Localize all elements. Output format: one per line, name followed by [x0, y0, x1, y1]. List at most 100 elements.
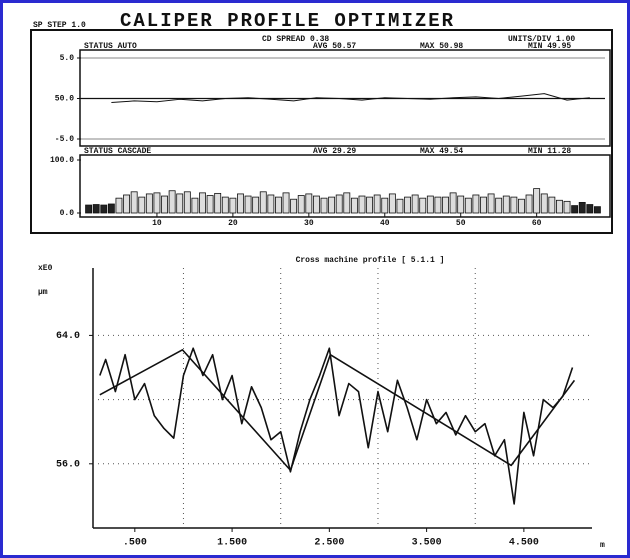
x-tick-label: .500: [123, 538, 147, 549]
annotation: MAX 50.98: [420, 42, 463, 51]
x-tick-label: 10: [152, 219, 162, 228]
annotation: STATUS CASCADE: [84, 147, 151, 156]
y-tick-label: 0.0: [60, 209, 75, 218]
bar: [335, 194, 343, 214]
bar: [138, 196, 146, 214]
x-tick-label: 60: [532, 219, 542, 228]
annotation: MAX 49.54: [420, 147, 463, 156]
bar: [343, 192, 351, 214]
bar: [396, 198, 404, 214]
bar: [176, 193, 184, 214]
annotation: MIN 49.95: [528, 42, 571, 51]
x-tick-label: 40: [380, 219, 390, 228]
annotation: MIN 11.28: [528, 147, 571, 156]
y-tick-label: 64.0: [56, 331, 80, 342]
bar: [411, 194, 419, 214]
bar: [267, 194, 275, 214]
bar: [518, 198, 525, 214]
bar: [85, 204, 93, 214]
bar: [586, 204, 594, 214]
bar: [92, 204, 100, 214]
bar: [244, 195, 252, 214]
bar: [168, 190, 176, 214]
y-axis-unit: xE0: [38, 264, 53, 273]
bar: [548, 196, 556, 214]
bar: [533, 188, 541, 214]
annotation: STATUS AUTO: [84, 42, 137, 51]
bar: [297, 195, 305, 214]
bar: [419, 197, 427, 214]
bar: [571, 205, 579, 214]
annotation: CD SPREAD 0.38: [262, 35, 329, 44]
annotation: UNITS/DIV 1.00: [508, 35, 575, 44]
bar: [502, 195, 510, 214]
bar: [563, 200, 571, 214]
bar: [282, 192, 290, 214]
bar: [434, 196, 442, 214]
bar: [366, 196, 374, 214]
bar: [404, 196, 411, 214]
bar: [487, 193, 495, 214]
bar: [237, 193, 244, 214]
bar: [525, 194, 533, 214]
cascade-plot-frame: [79, 154, 611, 218]
bar: [555, 199, 563, 214]
bar: [510, 196, 518, 214]
y-axis-label: μm: [38, 288, 48, 297]
bar: [229, 197, 237, 214]
x-tick-label: 3.500: [412, 538, 442, 549]
bar: [206, 195, 214, 214]
bar: [358, 195, 366, 214]
y-tick-label: 50.0: [55, 95, 74, 104]
bar: [115, 197, 123, 214]
step-label: SP STEP 1.0: [33, 21, 86, 30]
bar: [161, 195, 168, 214]
bar: [328, 196, 336, 214]
x-tick-label: 20: [228, 219, 238, 228]
x-tick-label: 50: [456, 219, 466, 228]
bar: [495, 197, 503, 214]
bar: [593, 206, 601, 214]
bar: [442, 196, 449, 214]
bar: [480, 196, 487, 214]
bar: [381, 197, 389, 214]
bar: [130, 191, 138, 214]
annotation: AVG 29.29: [313, 147, 356, 156]
y-tick-label: 5.0: [60, 54, 75, 63]
bar: [305, 193, 313, 214]
bar: [221, 196, 229, 214]
app-title: CALIPER PROFILE OPTIMIZER: [120, 10, 455, 32]
bar: [472, 194, 480, 214]
bar: [199, 192, 206, 214]
x-tick-label: 30: [304, 219, 314, 228]
bar: [426, 195, 434, 214]
bar: [145, 193, 153, 214]
line-series: [99, 347, 574, 505]
bar: [578, 201, 586, 214]
bar: [100, 204, 108, 214]
bar: [107, 203, 115, 214]
y-tick-label: 56.0: [56, 459, 80, 470]
bar: [373, 194, 381, 214]
bar: [252, 196, 260, 214]
bar: [312, 195, 320, 214]
x-axis-label: m: [600, 541, 605, 550]
x-tick-label: 4.500: [509, 538, 539, 549]
y-tick-label: -5.0: [55, 135, 74, 144]
bar: [388, 193, 396, 214]
bar: [275, 196, 282, 214]
bar: [449, 192, 457, 214]
bar: [183, 191, 191, 214]
chart-title: Cross machine profile [ 5.1.1 ]: [296, 256, 445, 265]
x-tick-label: 1.500: [217, 538, 247, 549]
line-series: [111, 93, 590, 104]
y-tick-label: 100.0: [50, 156, 74, 165]
bar: [214, 192, 222, 214]
bar: [191, 197, 199, 214]
bar: [320, 197, 328, 214]
bar: [464, 197, 472, 214]
annotation: AVG 50.57: [313, 42, 356, 51]
